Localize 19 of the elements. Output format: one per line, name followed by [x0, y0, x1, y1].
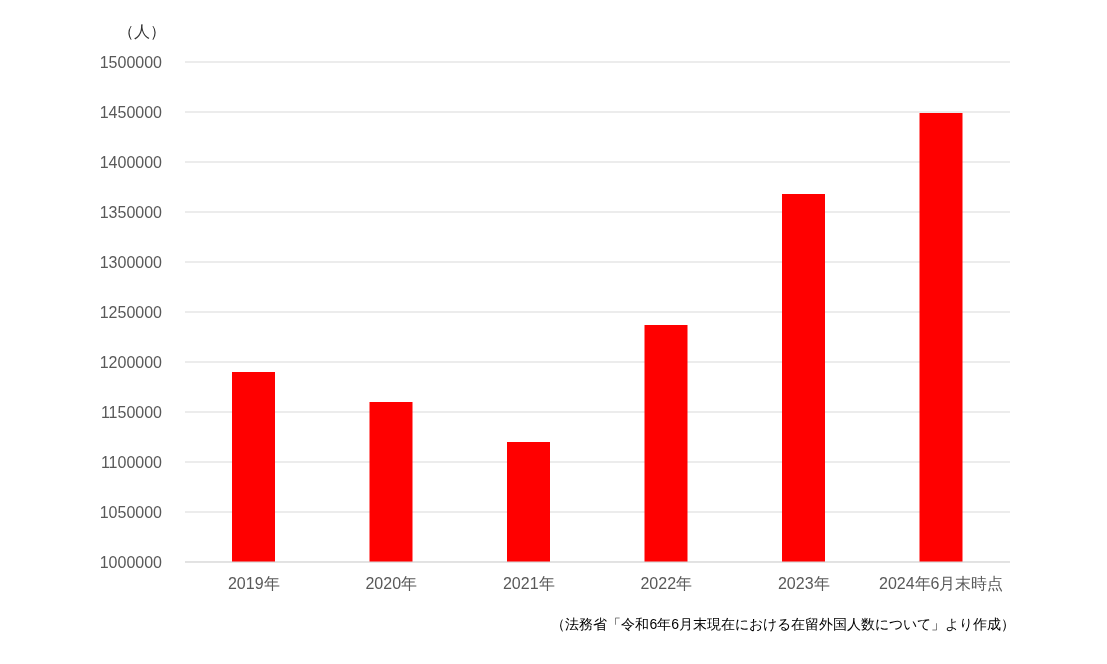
x-tick-label: 2021年 — [502, 575, 555, 593]
y-tick-label: 1150000 — [100, 403, 163, 421]
y-tick-label: 1350000 — [99, 203, 163, 221]
y-tick-label: 1250000 — [99, 303, 163, 321]
x-tick-label: 2022年 — [640, 575, 693, 593]
y-tick-label: 1050000 — [99, 503, 163, 521]
y-tick-label: 1400000 — [99, 153, 163, 171]
y-axis-title: （人） — [118, 22, 166, 42]
y-tick-label: 1300000 — [99, 253, 163, 271]
x-tick-label: 2024年6月末時点 — [879, 575, 1004, 593]
text: （法務省「令和6年6月末現在における在留外国人数について」より作成） — [551, 616, 1015, 634]
x-tick-label: 2020年 — [365, 575, 418, 593]
x-tick-label: 2023年 — [777, 575, 830, 593]
y-tick-label: 1500000 — [99, 53, 163, 71]
y-tick-label: 1450000 — [99, 103, 163, 121]
y-tick-label: 1000000 — [99, 553, 163, 571]
y-tick-label: 1100000 — [100, 453, 163, 471]
x-tick-label: 2019年 — [227, 575, 280, 593]
y-tick-label: 1200000 — [99, 353, 163, 371]
